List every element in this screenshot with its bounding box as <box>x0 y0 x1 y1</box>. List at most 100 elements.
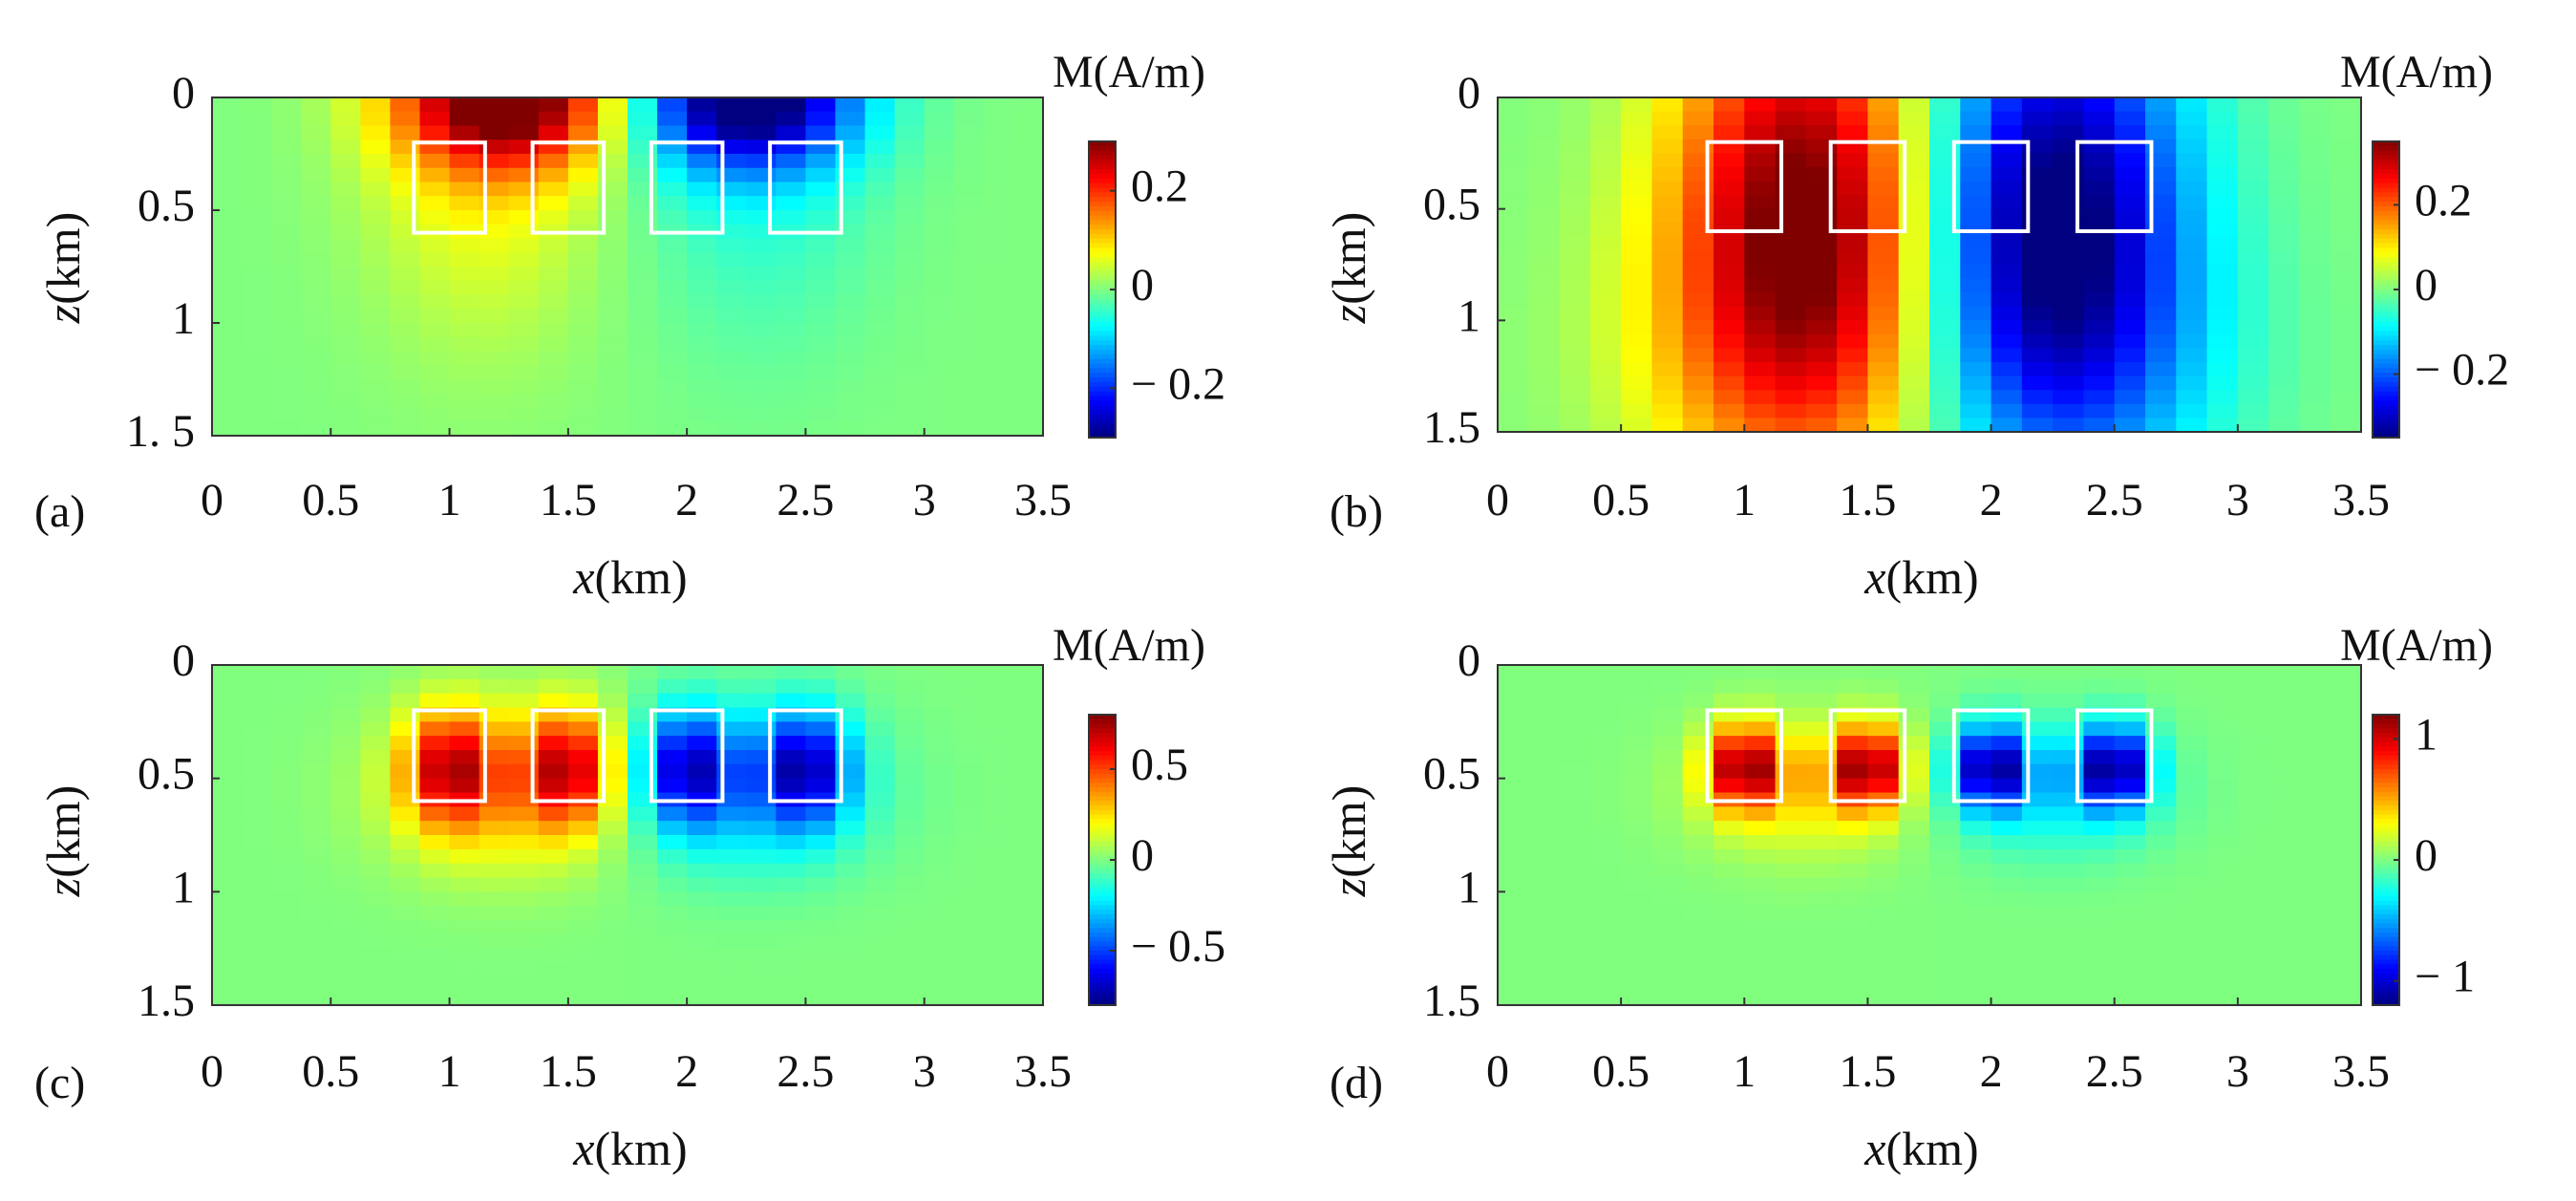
heatmap-cell <box>746 336 777 353</box>
heatmap-cell <box>330 721 361 737</box>
heatmap-cell <box>301 721 331 737</box>
colorbar-swatch <box>2373 723 2399 729</box>
heatmap-cell <box>2114 111 2146 126</box>
heatmap-cell <box>2145 236 2177 252</box>
heatmap-cell <box>864 736 896 751</box>
x-tick-label: 1.5 <box>1839 1046 1896 1097</box>
heatmap-cell <box>1559 139 1591 154</box>
x-tick-label: 1 <box>1733 475 1756 525</box>
heatmap-cell <box>687 848 717 865</box>
heatmap-cell <box>242 678 272 695</box>
model-box-1 <box>1705 708 1784 804</box>
heatmap-cell <box>687 309 717 324</box>
heatmap-cell <box>212 976 243 992</box>
heatmap-cell <box>479 693 510 709</box>
heatmap-cell <box>567 125 599 140</box>
heatmap-cell <box>1805 403 1838 419</box>
heatmap-cell <box>597 863 628 879</box>
colorbar-swatch <box>1089 905 1116 911</box>
heatmap-cell <box>597 891 628 907</box>
heatmap-cell <box>508 848 540 865</box>
colorbar-swatch <box>2373 737 2399 743</box>
heatmap-cell <box>805 351 837 366</box>
heatmap-cell <box>479 991 510 1006</box>
heatmap-cell <box>2299 181 2331 196</box>
heatmap-cell <box>1559 678 1591 695</box>
heatmap-cell <box>1837 390 1869 405</box>
x-tick-label: 3 <box>913 1046 936 1097</box>
colorbar-swatch <box>2373 746 2399 752</box>
heatmap-cell <box>1682 292 1714 308</box>
heatmap-cell <box>2083 390 2116 405</box>
heatmap-cell <box>776 421 807 437</box>
heatmap-cell <box>1744 390 1777 405</box>
heatmap-cell <box>390 991 421 1006</box>
heatmap-cell <box>2083 693 2116 709</box>
heatmap-cell <box>2176 195 2208 210</box>
heatmap-cell <box>953 238 985 253</box>
heatmap-cell <box>360 991 392 1006</box>
heatmap-cell <box>301 139 331 155</box>
heatmap-cell <box>330 210 361 225</box>
heatmap-cell <box>2330 166 2362 182</box>
heatmap-cell <box>1805 153 1838 168</box>
heatmap-cell <box>538 835 569 850</box>
heatmap-cell <box>2330 139 2362 154</box>
heatmap-cell <box>2053 678 2085 695</box>
colorbar-swatch <box>1089 396 1116 401</box>
heatmap-cell <box>1775 348 1807 363</box>
heatmap-cell <box>1805 125 1838 140</box>
heatmap-cell <box>1960 111 1992 126</box>
heatmap-cell <box>983 154 1014 169</box>
heatmap-cell <box>983 421 1014 437</box>
heatmap-cell <box>1621 665 1653 680</box>
heatmap-cell <box>538 238 569 253</box>
heatmap-cell <box>1775 333 1807 350</box>
colorbar-swatch <box>2373 386 2399 393</box>
colorbar-swatch <box>2373 996 2399 1001</box>
heatmap-cell <box>2268 418 2301 433</box>
colorbar-swatch <box>2373 973 2399 979</box>
heatmap-cell <box>508 182 540 197</box>
x-tick-label: 3 <box>2226 475 2249 525</box>
heatmap-cell <box>360 125 392 140</box>
x-tick-label: 1.5 <box>540 1046 597 1097</box>
heatmap-cell <box>2176 208 2208 224</box>
heatmap-cell <box>894 906 926 921</box>
heatmap-cell <box>330 821 361 836</box>
heatmap-cell <box>1682 97 1714 113</box>
colorbar-swatch <box>2373 182 2399 189</box>
heatmap-cell <box>983 976 1014 992</box>
colorbar-swatch <box>2373 918 2399 925</box>
heatmap-cell <box>716 294 747 310</box>
heatmap-cell <box>2053 390 2085 405</box>
heatmap-cell <box>2176 166 2208 182</box>
x-axis-label-var: x <box>1863 1122 1885 1175</box>
heatmap-cell <box>1012 224 1044 240</box>
heatmap-cell <box>2053 906 2085 921</box>
heatmap-cell <box>2021 962 2054 977</box>
heatmap-cells <box>1498 97 2362 433</box>
heatmap-cell <box>1744 236 1777 252</box>
heatmap-cell <box>1682 665 1714 680</box>
heatmap-cell <box>1589 806 1622 822</box>
colorbar-swatch <box>1089 257 1116 263</box>
heatmap-cell <box>301 835 331 850</box>
heatmap-cell <box>2053 848 2085 865</box>
heatmap-cell <box>271 891 302 907</box>
heatmap-cell <box>1012 196 1044 211</box>
heatmap-cell <box>953 835 985 850</box>
heatmap-cell <box>2176 906 2208 921</box>
heatmap-cell <box>1775 806 1807 822</box>
heatmap-cell <box>538 407 569 422</box>
colorbar-swatch <box>1089 896 1116 902</box>
heatmap-cell <box>2206 877 2239 892</box>
heatmap-cell <box>2268 278 2301 293</box>
x-axis-label-var: x <box>572 1122 594 1175</box>
heatmap-cell <box>835 877 866 892</box>
heatmap-cell <box>1991 920 2023 935</box>
colorbar-swatch <box>1089 869 1116 874</box>
model-box-4 <box>2075 708 2154 804</box>
heatmap-cell <box>2145 265 2177 280</box>
heatmap-cell <box>1528 403 1561 419</box>
